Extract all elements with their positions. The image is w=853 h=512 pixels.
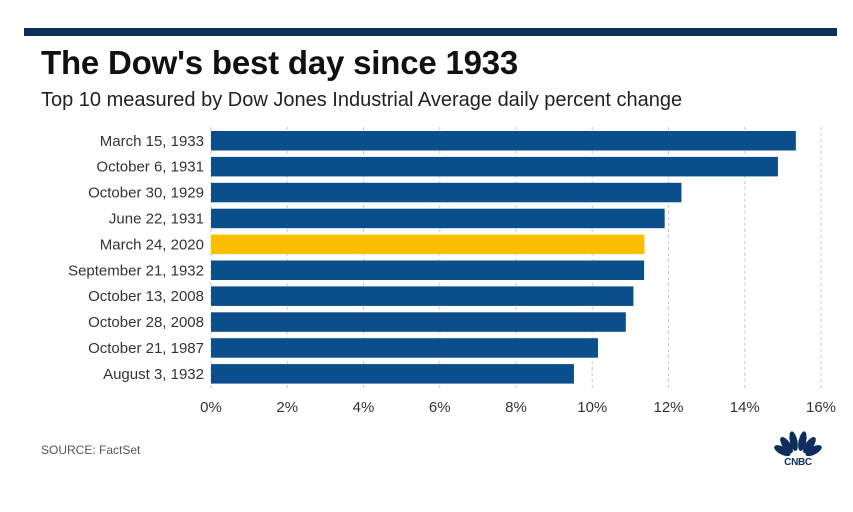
x-tick-label: 4% bbox=[353, 399, 375, 416]
bar bbox=[211, 312, 626, 332]
x-tick-label: 8% bbox=[505, 399, 527, 416]
category-label: August 3, 1932 bbox=[103, 366, 204, 383]
peacock-icon bbox=[774, 431, 822, 457]
bar bbox=[211, 338, 598, 358]
x-tick-label: 0% bbox=[200, 399, 222, 416]
bar bbox=[211, 156, 778, 177]
x-tick-label: 6% bbox=[429, 399, 451, 416]
bars bbox=[211, 131, 796, 384]
bar bbox=[211, 131, 796, 151]
x-tick-label: 16% bbox=[806, 399, 836, 416]
bar bbox=[211, 286, 634, 306]
source-note: SOURCE: FactSet bbox=[41, 443, 141, 457]
x-tick-label: 10% bbox=[577, 399, 607, 416]
x-axis-ticks: 0% 2% 4% 6% 8% 10% 12% 14% 16% bbox=[200, 399, 836, 416]
category-label: October 28, 2008 bbox=[88, 314, 204, 331]
x-tick-label: 2% bbox=[276, 399, 298, 416]
x-tick-label: 14% bbox=[730, 399, 760, 416]
chart-subtitle: Top 10 measured by Dow Jones Industrial … bbox=[41, 89, 683, 111]
bar-highlight bbox=[211, 234, 645, 255]
category-label: October 30, 1929 bbox=[88, 185, 204, 202]
bar bbox=[211, 208, 665, 229]
category-label: October 13, 2008 bbox=[88, 288, 204, 305]
logo-wordmark: CNBC bbox=[784, 457, 812, 468]
bar bbox=[211, 182, 682, 203]
chart-title: The Dow's best day since 1933 bbox=[41, 44, 519, 81]
category-label: June 22, 1931 bbox=[109, 210, 204, 227]
bar bbox=[211, 364, 574, 384]
bar bbox=[211, 260, 645, 280]
category-labels: March 15, 1933 October 6, 1931 October 30,… bbox=[68, 133, 204, 383]
category-label: October 21, 1987 bbox=[88, 340, 204, 357]
top-rule bbox=[24, 28, 837, 36]
cnbc-logo: CNBC bbox=[770, 430, 826, 468]
category-label: March 24, 2020 bbox=[100, 236, 204, 253]
category-label: March 15, 1933 bbox=[100, 133, 204, 150]
x-tick-label: 12% bbox=[653, 399, 683, 416]
category-label: September 21, 1932 bbox=[68, 262, 204, 279]
category-label: October 6, 1931 bbox=[96, 159, 204, 176]
